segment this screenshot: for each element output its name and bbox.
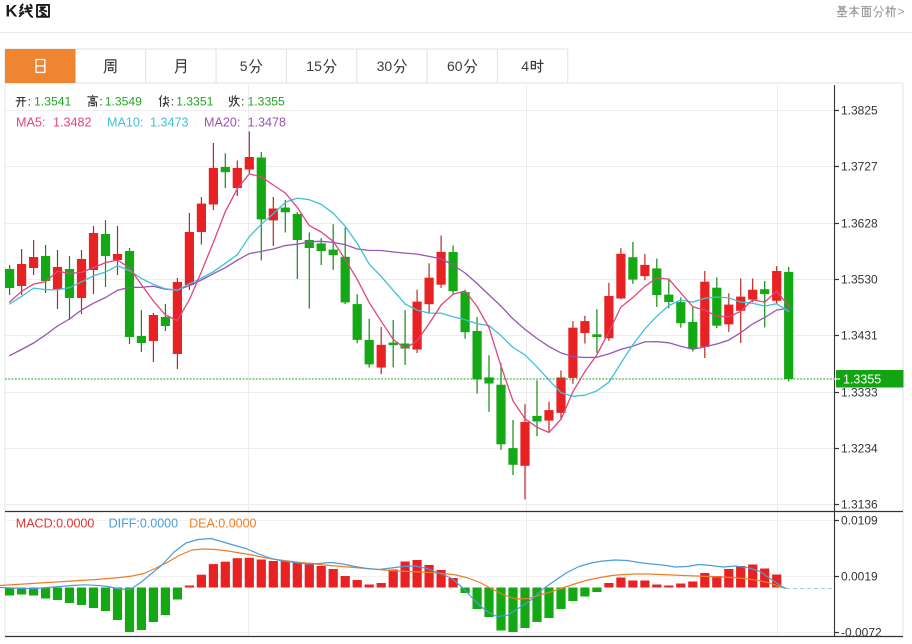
svg-text:1.3351: 1.3351: [176, 94, 213, 108]
svg-text:1.3549: 1.3549: [105, 94, 142, 108]
svg-text:15: 15: [306, 58, 322, 74]
svg-text::: :: [99, 94, 102, 108]
svg-text:MACD:0.0000: MACD:0.0000: [16, 517, 95, 531]
svg-text:5: 5: [240, 58, 248, 74]
svg-text:30: 30: [377, 58, 393, 74]
svg-text:1.3825: 1.3825: [841, 104, 878, 118]
svg-text:1.3541: 1.3541: [34, 94, 71, 108]
svg-text:1.3478: 1.3478: [248, 116, 287, 130]
svg-text:60: 60: [447, 58, 463, 74]
svg-text:MA20:: MA20:: [204, 116, 240, 130]
svg-text:DEA:0.0000: DEA:0.0000: [189, 517, 256, 531]
svg-text:1.3530: 1.3530: [841, 273, 878, 287]
svg-text:MA5:: MA5:: [16, 116, 45, 130]
svg-text:1.3333: 1.3333: [841, 386, 878, 400]
svg-text:1.3473: 1.3473: [150, 116, 189, 130]
svg-text:1.3355: 1.3355: [843, 373, 881, 387]
svg-text:1.3628: 1.3628: [841, 217, 878, 231]
svg-text:1.3234: 1.3234: [841, 442, 878, 456]
svg-text:>: >: [898, 5, 905, 19]
svg-text:0.0019: 0.0019: [841, 570, 878, 584]
svg-text::: :: [28, 94, 31, 108]
svg-text:1.3431: 1.3431: [841, 329, 878, 343]
svg-text::: :: [241, 94, 244, 108]
svg-text:1.3482: 1.3482: [53, 116, 92, 130]
svg-text::: :: [171, 94, 174, 108]
svg-text:K: K: [6, 2, 18, 20]
svg-text:1.3136: 1.3136: [841, 498, 878, 512]
svg-text:0.0109: 0.0109: [841, 514, 878, 528]
svg-text:4: 4: [521, 58, 529, 74]
svg-text:MA10:: MA10:: [107, 116, 143, 130]
svg-text:-0.0072: -0.0072: [841, 626, 882, 640]
svg-text:DIFF:0.0000: DIFF:0.0000: [109, 517, 179, 531]
svg-text:1.3355: 1.3355: [248, 94, 285, 108]
svg-text:1.3727: 1.3727: [841, 160, 878, 174]
